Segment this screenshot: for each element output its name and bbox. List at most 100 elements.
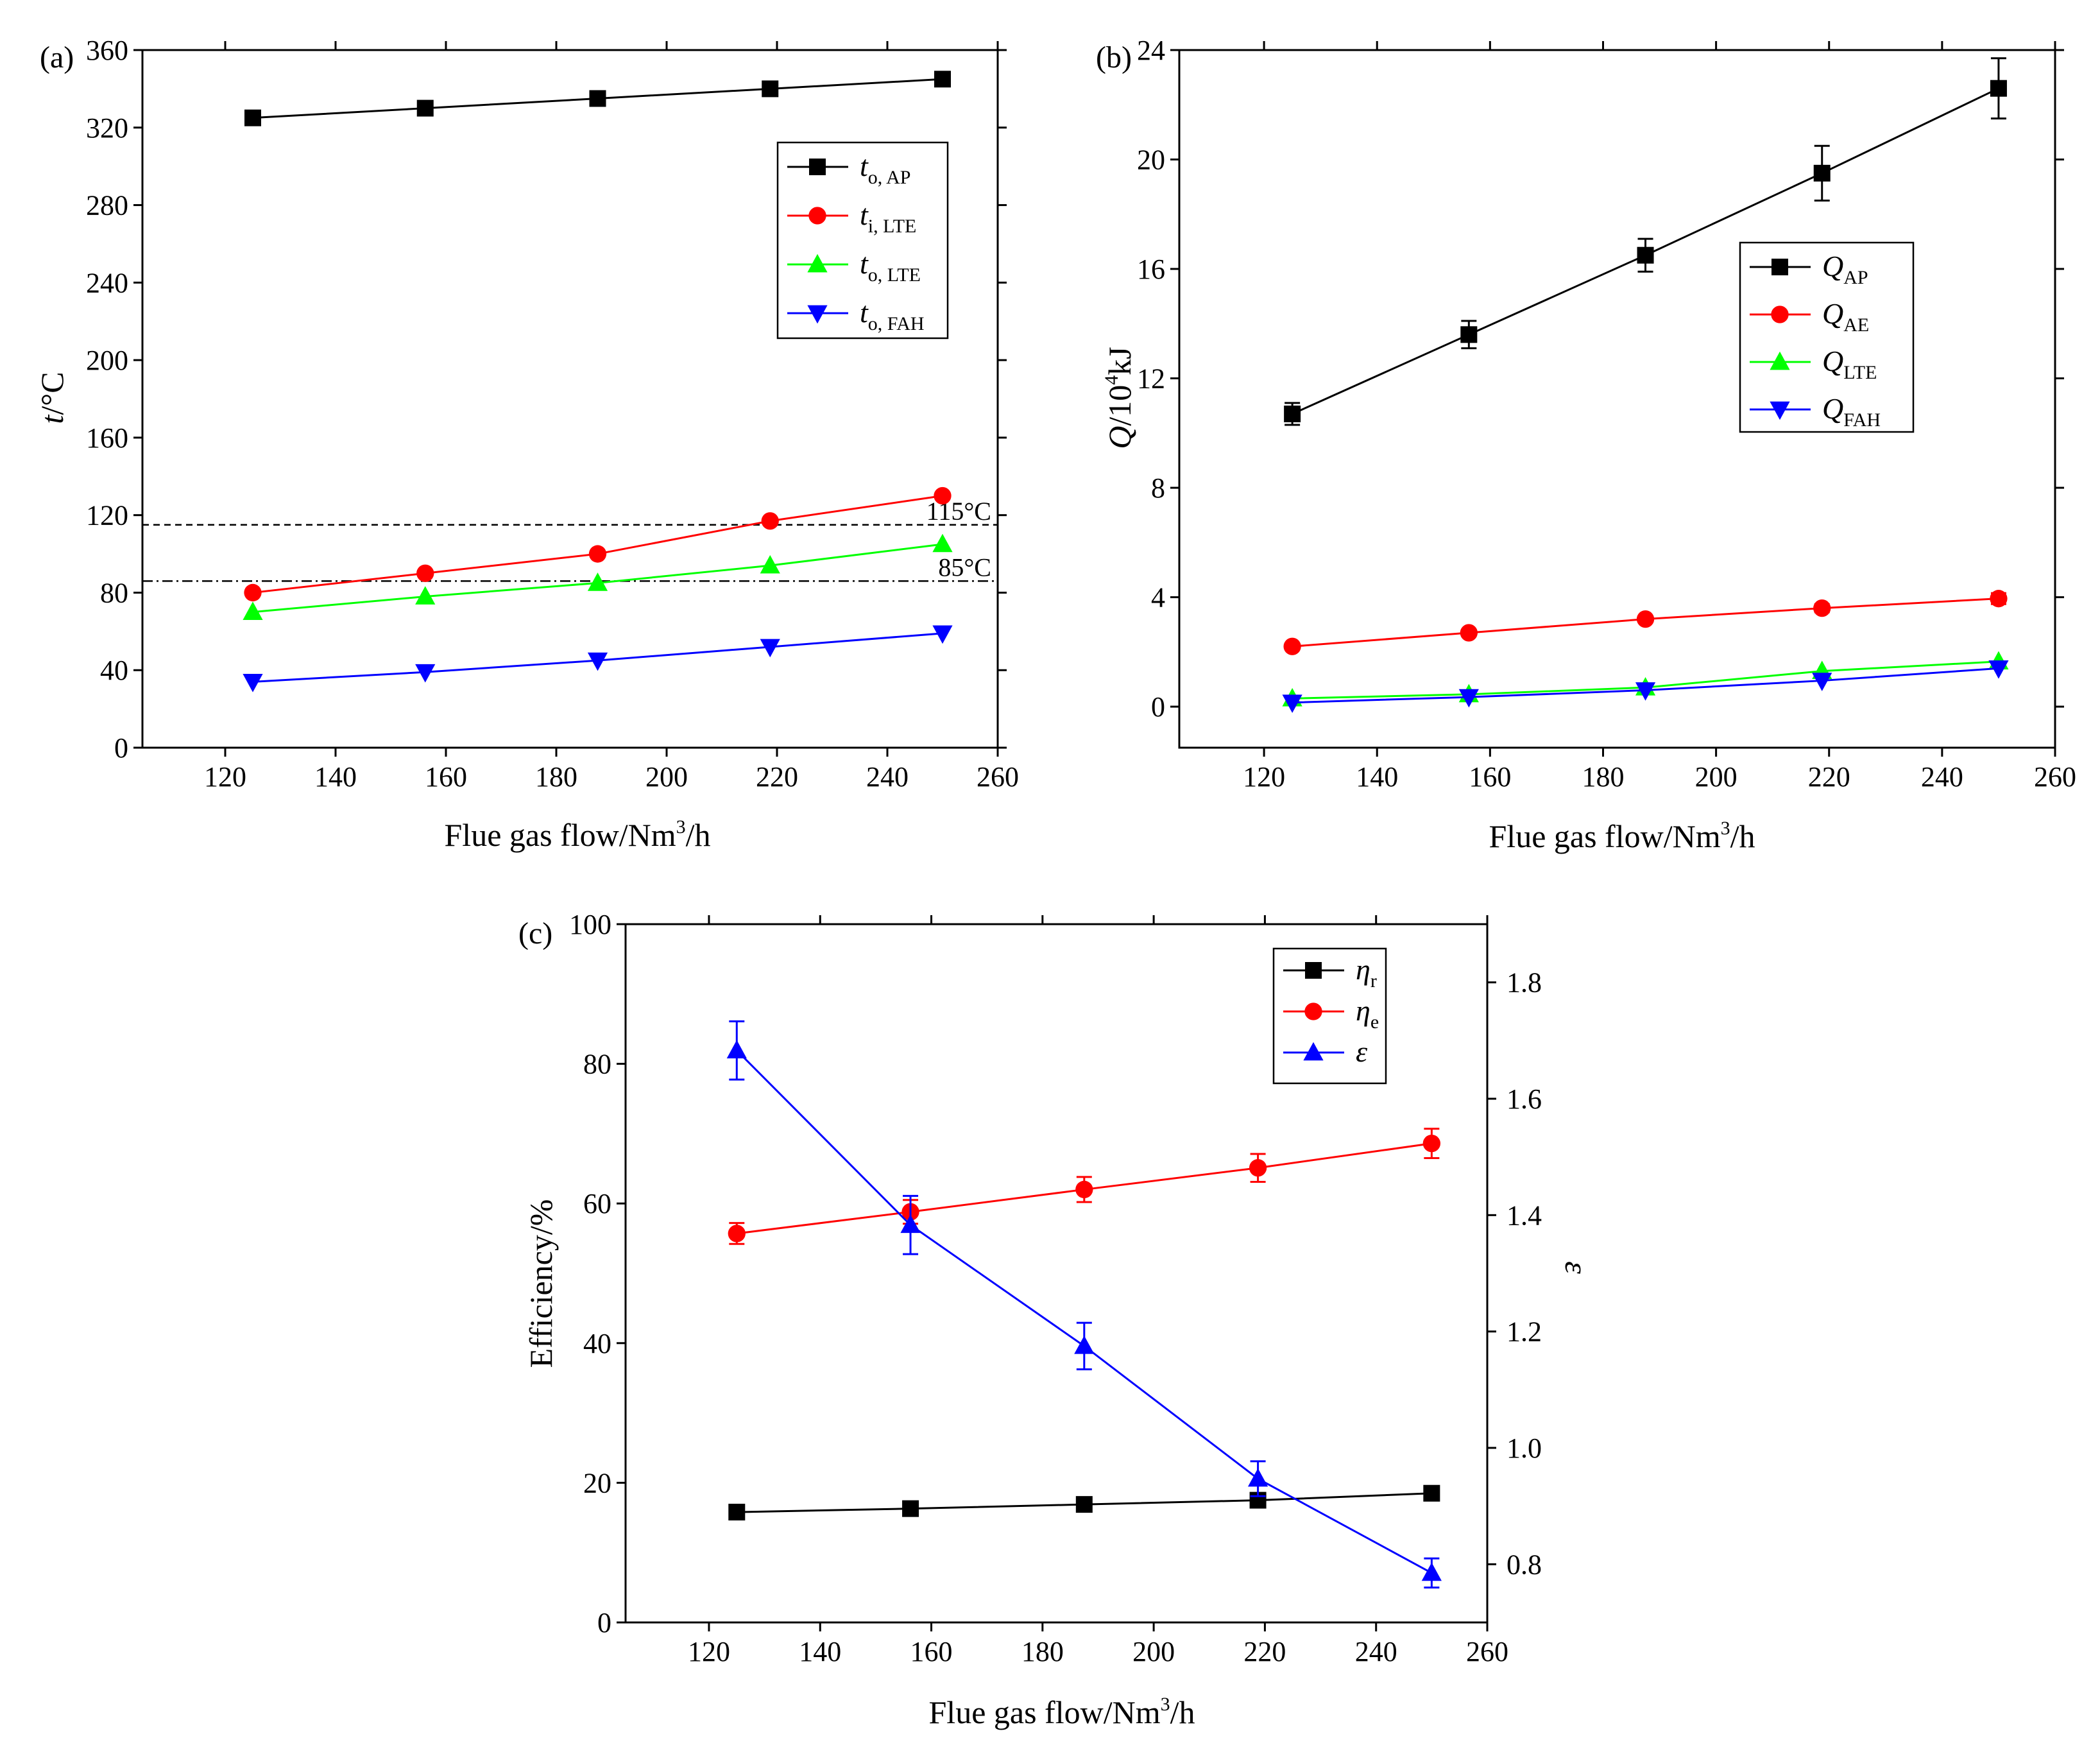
data-point (761, 512, 779, 530)
y-tick-label: 20 (1137, 144, 1165, 176)
data-point (728, 1225, 746, 1242)
data-point (587, 572, 608, 591)
chart-panel-c: 120 140 160 180 200 220 240 260 0 20 40 60 80 100 0.8 1… (569, 909, 1542, 1667)
x-tick-label: 140 (1356, 761, 1398, 793)
panel-c-y2label: ε (1558, 1261, 1594, 1274)
y-tick-label: 360 (86, 35, 128, 66)
y-tick-label: 0 (597, 1607, 611, 1638)
panel-c-ylabel: Efficiency/% (523, 1199, 559, 1368)
y-tick-label: 80 (583, 1049, 611, 1080)
legend-label: ηr (1356, 953, 1377, 992)
y-tick-label: 40 (583, 1328, 611, 1359)
data-point (1422, 1134, 1441, 1153)
plot-frame (624, 923, 1489, 1624)
x-tick-label: 120 (204, 761, 246, 793)
x-tick-label: 200 (1132, 1636, 1175, 1667)
chart-panel-a: 120 140 160 180 200 220 240 260 0 40 80 120 160 200 24… (86, 35, 1019, 793)
x-tick-label: 260 (1466, 1636, 1508, 1667)
legend-label: ηe (1356, 994, 1379, 1033)
data-point (243, 673, 263, 692)
legend-box (776, 141, 949, 340)
data-point (1990, 80, 2007, 97)
data-point (934, 71, 951, 88)
legend-label: ti, LTE (860, 198, 916, 237)
panel-b-label: (b) (1096, 40, 1132, 74)
x-tick-label: 260 (977, 761, 1019, 793)
legend-marker (1305, 962, 1322, 979)
x-tick-label: 140 (799, 1636, 841, 1667)
y-tick-label: 4 (1151, 582, 1165, 614)
x-tick-label: 240 (1921, 761, 1963, 793)
data-point (1423, 1484, 1440, 1502)
legend-label: to, FAH (860, 296, 925, 334)
x-tick-label: 160 (910, 1636, 953, 1667)
reference-line-label: 85°C (938, 553, 991, 581)
y-tick-label: 60 (583, 1188, 611, 1219)
data-point (1637, 246, 1654, 264)
y-tick-label: 40 (100, 655, 128, 686)
x-tick-label: 140 (314, 761, 357, 793)
y-tick-label: 120 (86, 500, 128, 531)
x-tick-label: 260 (2034, 761, 2076, 793)
data-point (1460, 624, 1478, 642)
data-point (760, 555, 780, 574)
legend-marker (1770, 401, 1790, 420)
legend-marker (809, 159, 826, 175)
legend-marker (1771, 259, 1788, 275)
x-tick-label: 220 (1808, 761, 1850, 793)
x-tick-label: 180 (535, 761, 577, 793)
y2-tick-label: 1.2 (1507, 1316, 1542, 1348)
data-point (1813, 599, 1831, 617)
panel-b-ylabel: Q/104kJ (1101, 347, 1138, 449)
data-point (934, 486, 952, 505)
y-tick-label: 0 (1151, 691, 1165, 723)
data-point (1074, 1336, 1095, 1354)
y-tick-label: 240 (86, 267, 128, 298)
data-point (1282, 694, 1302, 713)
y-tick-label: 0 (114, 732, 128, 764)
data-point (762, 80, 779, 98)
data-point (1990, 590, 2008, 608)
x-tick-label: 200 (645, 761, 688, 793)
y-tick-label: 16 (1137, 254, 1165, 285)
legend-marker (1770, 351, 1790, 370)
y-tick-label: 280 (86, 190, 128, 221)
data-point (416, 99, 434, 117)
panel-a-label: (a) (40, 40, 74, 74)
legend-label: QAE (1822, 297, 1869, 336)
y-tick-label: 100 (569, 909, 611, 940)
x-tick-label: 220 (756, 761, 798, 793)
data-point (243, 601, 263, 620)
data-point (902, 1500, 919, 1517)
x-tick-label: 220 (1243, 1636, 1286, 1667)
x-tick-label: 160 (425, 761, 467, 793)
x-tick-label: 200 (1695, 761, 1737, 793)
data-point (932, 625, 953, 644)
y-tick-label: 12 (1137, 363, 1165, 395)
data-point (1988, 660, 2009, 679)
data-point (244, 109, 261, 126)
panel-b-xlabel: Flue gas flow/Nm3/h (1489, 818, 1755, 854)
chart-panel-b: 120 140 160 180 200 220 240 260 0 4 8 12 16 20 24 QAP QA… (1137, 35, 2076, 793)
y2-tick-label: 1.0 (1507, 1432, 1542, 1464)
data-point (1283, 637, 1301, 655)
legend-label: to, AP (860, 150, 910, 188)
legend-label: QLTE (1822, 345, 1877, 383)
y-tick-label: 8 (1151, 472, 1165, 504)
data-point (1247, 1468, 1268, 1487)
data-point (244, 583, 262, 602)
x-tick-label: 160 (1469, 761, 1511, 793)
data-point (589, 90, 606, 107)
y2-tick-label: 1.8 (1507, 967, 1542, 999)
data-point (416, 564, 434, 582)
x-tick-label: 180 (1582, 761, 1624, 793)
y2-tick-label: 1.4 (1507, 1199, 1542, 1231)
y-tick-label: 80 (100, 577, 128, 608)
x-tick-label: 120 (1243, 761, 1285, 793)
data-point (415, 664, 436, 683)
legend-marker (1771, 305, 1789, 323)
data-point (1249, 1159, 1267, 1177)
legend-label: to, LTE (860, 247, 921, 286)
data-point (1075, 1496, 1093, 1513)
